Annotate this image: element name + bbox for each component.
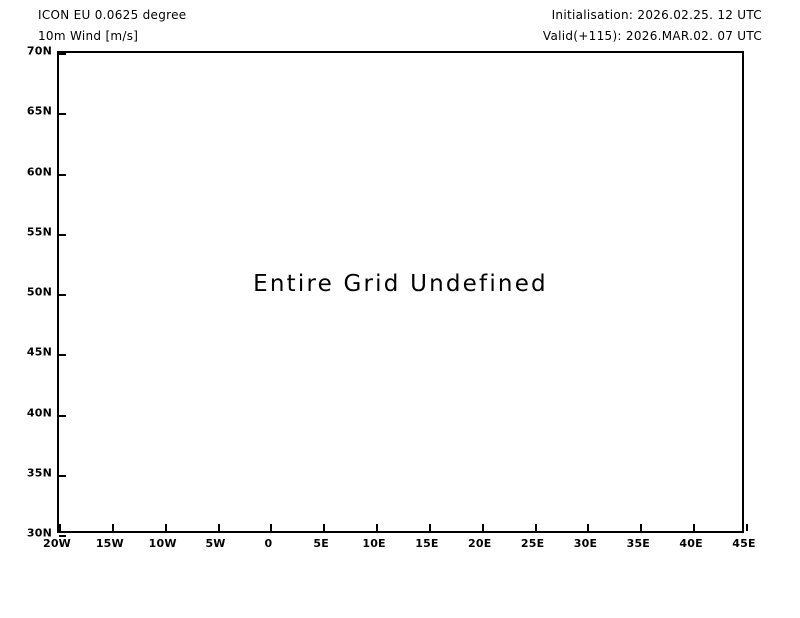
- model-name-label: ICON EU 0.0625 degree: [38, 8, 187, 22]
- y-tick-mark: [59, 53, 66, 55]
- x-tick-label: 30E: [573, 537, 598, 550]
- x-tick-mark: [428, 524, 431, 531]
- y-tick-mark: [59, 535, 66, 537]
- y-tick-label: 70N: [26, 44, 52, 58]
- x-tick-label: 20W: [42, 537, 72, 550]
- field-name-label: 10m Wind [m/s]: [38, 29, 139, 43]
- x-tick-label: 15E: [415, 537, 439, 550]
- y-tick-label: 35N: [26, 466, 52, 480]
- x-tick-mark: [59, 524, 61, 531]
- header-model-info: ICON EU 0.0625 degree 10m Wind [m/s]: [38, 5, 187, 47]
- map-plot-frame: Entire Grid Undefined: [57, 51, 748, 537]
- y-tick-mark: [59, 354, 66, 357]
- x-tick-label: 45E: [732, 537, 756, 550]
- y-tick-label: 55N: [26, 225, 52, 239]
- x-tick-label: 0: [264, 537, 273, 550]
- y-tick-mark: [59, 294, 66, 296]
- x-tick-label: 10W: [148, 537, 177, 550]
- header-run-info: Initialisation: 2026.02.25. 12 UTC Valid…: [543, 5, 762, 47]
- y-tick-label: 30N: [26, 526, 52, 540]
- y-tick-label: 50N: [26, 285, 52, 299]
- x-tick-label: 10E: [362, 537, 386, 550]
- y-tick-mark: [59, 173, 66, 176]
- y-tick-label: 40N: [26, 406, 52, 419]
- x-tick-mark: [376, 524, 379, 531]
- undefined-grid-message: Entire Grid Undefined: [253, 271, 548, 297]
- x-tick-label: 20E: [468, 537, 492, 550]
- x-tick-label: 35E: [626, 537, 651, 550]
- x-tick-label: 40E: [679, 537, 703, 550]
- y-tick-mark: [59, 474, 66, 477]
- x-tick-mark: [270, 524, 273, 531]
- initialisation-label: Initialisation: 2026.02.25. 12 UTC: [551, 8, 762, 22]
- x-tick-label: 25E: [520, 537, 545, 550]
- valid-time-label: Valid(+115): 2026.MAR.02. 07 UTC: [542, 29, 762, 43]
- x-tick-mark: [111, 524, 114, 531]
- x-tick-mark: [693, 524, 696, 531]
- x-tick-mark: [481, 524, 484, 531]
- y-tick-label: 60N: [26, 165, 52, 178]
- x-tick-label: 5E: [313, 537, 330, 550]
- y-tick-mark: [59, 414, 66, 417]
- x-tick-mark: [640, 524, 643, 531]
- y-tick-mark: [59, 113, 66, 116]
- x-tick-mark: [164, 524, 167, 531]
- x-tick-mark: [746, 524, 748, 531]
- x-tick-mark: [217, 524, 220, 531]
- y-tick-label: 65N: [26, 104, 52, 118]
- x-tick-mark: [323, 524, 326, 531]
- y-tick-mark: [59, 233, 66, 236]
- x-tick-mark: [534, 524, 537, 531]
- x-tick-label: 15W: [95, 537, 124, 550]
- y-tick-label: 45N: [26, 345, 52, 359]
- x-tick-label: 5W: [205, 537, 226, 550]
- x-tick-mark: [587, 524, 590, 531]
